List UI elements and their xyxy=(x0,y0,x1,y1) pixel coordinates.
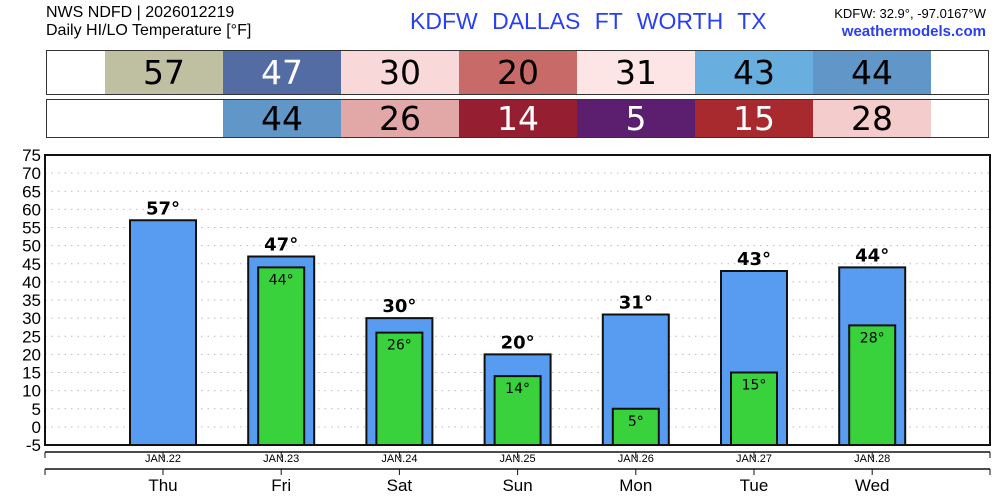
hi-cell: 31 xyxy=(577,51,695,94)
y-tick-label: 0 xyxy=(32,418,41,437)
lo-label: 44° xyxy=(269,272,294,288)
date-label: JAN.25 xyxy=(500,453,536,465)
hi-label: 30° xyxy=(382,296,416,317)
lo-cell: 15 xyxy=(695,99,813,138)
lo-bar xyxy=(611,407,660,446)
day-label: Fri xyxy=(271,476,291,495)
lo-label: 28° xyxy=(860,330,885,346)
day-label: Mon xyxy=(619,476,652,495)
y-tick-label: 50 xyxy=(22,237,41,256)
coordinates: KDFW: 32.9°, -97.0167°W xyxy=(834,6,986,21)
day-label: Tue xyxy=(740,476,769,495)
site-link[interactable]: weathermodels.com xyxy=(841,23,986,40)
y-tick-label: 40 xyxy=(22,273,41,292)
y-tick-label: 15 xyxy=(22,364,41,383)
day-label: Sat xyxy=(387,476,413,495)
date-label: JAN.26 xyxy=(618,453,654,465)
hi-cell: 44 xyxy=(813,51,931,94)
lo-bar xyxy=(730,371,778,446)
y-tick-label: 30 xyxy=(22,309,41,328)
hi-cell: 20 xyxy=(459,51,577,94)
station-title: KDFW DALLAS FT WORTH TX xyxy=(410,8,767,34)
lo-bar xyxy=(848,324,897,446)
y-tick-label: 75 xyxy=(22,146,41,165)
lo-bar xyxy=(257,266,306,446)
date-label: JAN.23 xyxy=(263,453,299,465)
hi-cell: 30 xyxy=(341,51,459,94)
date-label: JAN.24 xyxy=(381,453,417,465)
hi-cell: 47 xyxy=(223,51,341,94)
y-tick-label: 65 xyxy=(22,182,41,201)
date-label: JAN.22 xyxy=(145,453,181,465)
hi-cell: 43 xyxy=(695,51,813,94)
chart-subtitle: Daily HI/LO Temperature [°F] xyxy=(46,22,252,39)
y-tick-label: 20 xyxy=(22,345,41,364)
lo-temperature-row: 44 26 14 5 15 28 xyxy=(46,99,989,138)
y-tick-label: 70 xyxy=(22,164,41,183)
hi-temperature-row: 57 47 30 20 31 43 44 xyxy=(46,50,989,95)
lo-bar xyxy=(493,375,542,446)
hi-label: 44° xyxy=(855,245,889,266)
source-label: NWS NDFD | 2026012219 xyxy=(46,4,235,21)
hi-cell: 57 xyxy=(105,51,223,94)
y-tick-label: 45 xyxy=(22,255,41,274)
day-label: Thu xyxy=(148,476,177,495)
lo-cell: 44 xyxy=(223,99,341,138)
lo-cell: 5 xyxy=(577,99,695,138)
lo-label: 5° xyxy=(628,414,644,430)
y-tick-label: 55 xyxy=(22,219,41,238)
lo-label: 26° xyxy=(387,338,412,354)
hi-bar xyxy=(129,219,197,446)
date-label: JAN.28 xyxy=(854,453,890,465)
lo-cell: 14 xyxy=(459,99,577,138)
y-tick-label: 5 xyxy=(32,400,41,419)
y-tick-label: 35 xyxy=(22,291,41,310)
day-label: Wed xyxy=(855,476,890,495)
day-label: Sun xyxy=(502,476,532,495)
lo-cell: 28 xyxy=(813,99,931,138)
y-tick-label: 10 xyxy=(22,382,41,401)
date-label: JAN.27 xyxy=(736,453,772,465)
lo-cell: 26 xyxy=(341,99,459,138)
y-tick-label: 60 xyxy=(22,200,41,219)
hi-label: 47° xyxy=(264,235,298,256)
y-tick-label: -5 xyxy=(26,436,41,455)
lo-bar xyxy=(375,331,424,446)
hi-label: 31° xyxy=(619,293,653,314)
y-tick-label: 25 xyxy=(22,327,41,346)
hi-label: 43° xyxy=(737,249,771,270)
lo-label: 14° xyxy=(505,381,530,397)
hi-label: 20° xyxy=(501,332,535,353)
lo-label: 15° xyxy=(742,378,767,394)
hi-label: 57° xyxy=(146,198,180,219)
